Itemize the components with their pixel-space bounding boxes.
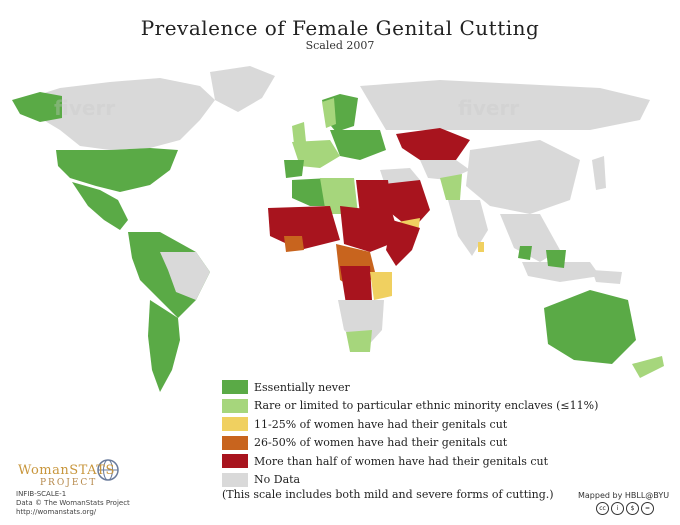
region-south-africa (346, 330, 372, 352)
region-australia (544, 290, 636, 364)
legend-swatch (222, 435, 248, 450)
region-libya (320, 178, 358, 214)
region-malaysia (518, 246, 532, 260)
legend-swatch (222, 398, 248, 413)
region-indonesia (522, 262, 600, 282)
region-kazakhstan (396, 128, 470, 160)
region-southern-africa (338, 300, 384, 350)
region-borneo (546, 250, 566, 268)
region-europe-west (292, 140, 340, 168)
legend-label: Essentially never (254, 380, 350, 394)
legend-label: 26-50% of women have had their genitals … (254, 436, 508, 450)
legend-item: 11-25% of women have had their genitals … (222, 415, 598, 434)
region-usa (56, 148, 178, 192)
legend: Essentially never Rare or limited to par… (222, 378, 598, 489)
region-horn (386, 220, 420, 266)
meta-url[interactable]: http://womanstats.org/ (16, 508, 97, 516)
meta-data-credit: Data © The WomanStats Project (16, 499, 130, 507)
region-japan (592, 156, 606, 190)
legend-swatch (222, 417, 248, 432)
legend-item: More than half of women have had their g… (222, 452, 598, 471)
region-europe-east (330, 130, 386, 160)
license-badges: cc i $ = (596, 502, 654, 515)
map-subtitle: Scaled 2007 (305, 39, 375, 52)
meta-code: INFIB-SCALE-1 (16, 490, 67, 498)
globe-logo-icon (97, 459, 119, 481)
by-icon: i (611, 502, 624, 515)
region-norway (322, 98, 336, 128)
legend-label: More than half of women have had their g… (254, 454, 549, 468)
region-china (466, 140, 580, 214)
region-iberia (284, 160, 304, 178)
region-sahel-west (268, 206, 340, 250)
region-new-zealand (632, 356, 664, 378)
region-sri-lanka (478, 242, 484, 252)
legend-swatch (222, 454, 248, 469)
legend-item: 26-50% of women have had their genitals … (222, 434, 598, 453)
logo-sub: PROJECT (40, 478, 98, 488)
region-papua (592, 270, 622, 284)
region-brazil-nd (160, 252, 210, 300)
logo-brand: WomanSTATS (18, 463, 115, 478)
mapped-by: Mapped by HBLL@BYU (578, 491, 670, 500)
legend-label: No Data (254, 473, 301, 487)
legend-swatch (222, 472, 248, 487)
region-greenland (210, 66, 275, 112)
region-arabia (384, 180, 430, 230)
legend-label: Rare or limited to particular ethnic min… (254, 399, 599, 413)
region-alaska (12, 92, 62, 122)
nc-icon: $ (626, 502, 639, 515)
legend-item: Essentially never (222, 378, 598, 397)
watermark-fiverr-left: fiverr (54, 96, 116, 120)
region-south-america-south (148, 300, 180, 392)
legend-note: (This scale includes both mild and sever… (222, 488, 554, 501)
legend-label: 11-25% of women have had their genitals … (254, 417, 508, 431)
cc-icon: cc (596, 502, 609, 515)
map-title: Prevalence of Female Genital Cutting (140, 16, 540, 40)
region-southeast-asia (500, 214, 560, 262)
region-tanzania (370, 272, 392, 300)
region-congo (340, 266, 372, 304)
watermark-fiverr-right: fiverr (458, 96, 520, 120)
nd-icon: = (641, 502, 654, 515)
region-north-america-north (22, 78, 215, 150)
legend-item: No Data (222, 471, 598, 490)
region-mexico (72, 182, 128, 230)
region-pakistan (440, 174, 462, 200)
legend-item: Rare or limited to particular ethnic min… (222, 397, 598, 416)
region-central-asia (420, 160, 470, 180)
region-uk (292, 122, 306, 144)
region-sudan (340, 206, 400, 252)
region-egypt (356, 180, 392, 214)
legend-swatch (222, 380, 248, 395)
region-russia (360, 80, 650, 130)
region-nigeria (284, 236, 304, 252)
